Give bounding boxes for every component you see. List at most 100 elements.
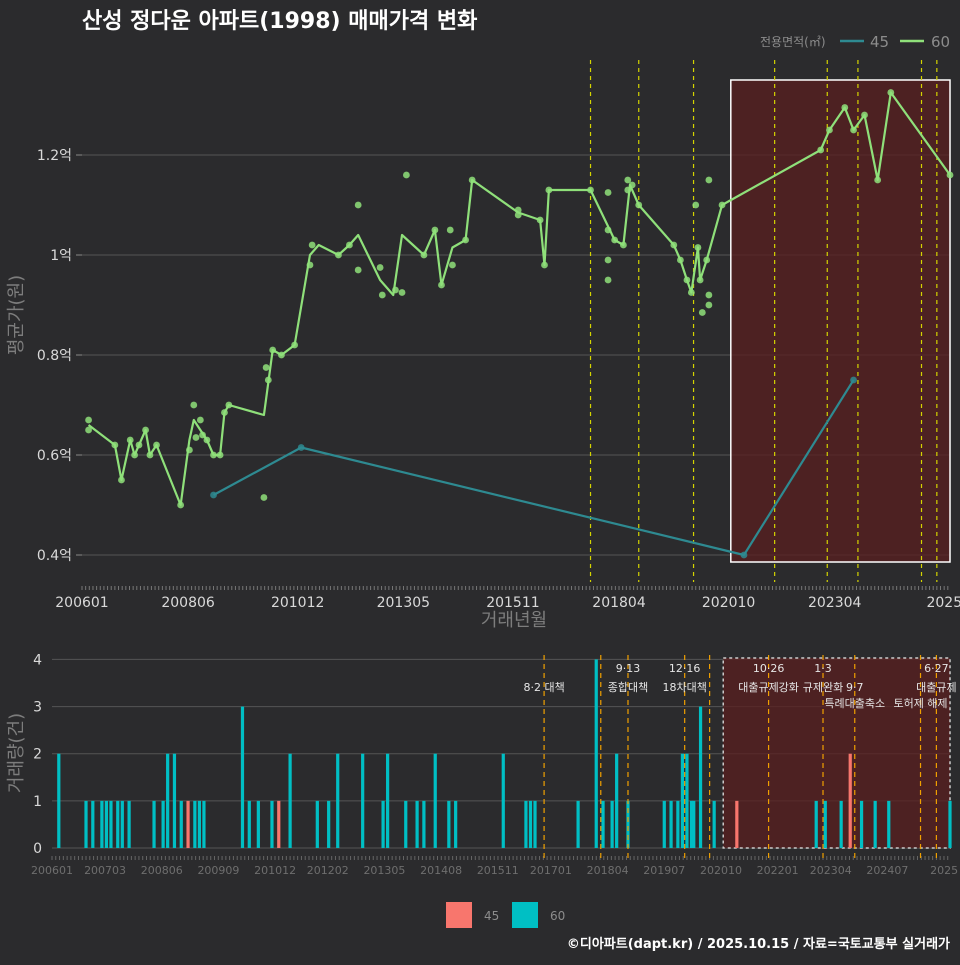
price-point-60 <box>541 261 548 269</box>
volume-bar-60 <box>256 800 260 848</box>
price-point-60 <box>196 416 204 424</box>
legend-45-label: 45 <box>870 33 889 51</box>
price-point-60 <box>861 111 868 119</box>
volume-bar-45 <box>277 800 281 848</box>
volume-x-tick-label: 202304 <box>810 864 852 877</box>
volume-bar-60 <box>447 800 451 848</box>
price-point-60 <box>705 291 713 299</box>
volume-event-annotation: 10·26 <box>753 662 785 675</box>
price-point-60 <box>468 176 476 184</box>
price-point-60 <box>376 264 384 271</box>
price-point-60 <box>291 341 299 349</box>
volume-event-annotation: 6·27 <box>924 662 949 675</box>
price-point-60 <box>874 176 882 184</box>
volume-bar-60 <box>288 753 292 848</box>
price-point-60 <box>210 451 217 459</box>
volume-x-tick-label: 200806 <box>141 864 183 877</box>
price-point-60 <box>142 426 149 434</box>
volume-event-annotation: 18차대책 <box>663 681 707 694</box>
volume-y-tick-label: 3 <box>33 700 42 716</box>
price-point-60 <box>620 241 627 249</box>
volume-bar-60 <box>454 800 458 848</box>
volume-x-tick-label: 2025 <box>930 864 958 877</box>
volume-bar-60 <box>887 800 891 848</box>
price-point-60 <box>514 206 522 214</box>
price-point-60 <box>705 301 713 309</box>
volume-bar-45 <box>735 800 739 848</box>
price-point-60 <box>177 501 185 509</box>
volume-chart: 0 1 2 3 4 200601 200703 200806 200909 201012 20120… <box>31 652 958 877</box>
footer-credit: ©디아파트(dapt.kr) / 2025.10.15 / 자료=국토교통부 실… <box>567 936 950 952</box>
price-point-45 <box>850 376 857 384</box>
price-point-60 <box>887 89 895 96</box>
volume-bar-60 <box>381 800 385 848</box>
price-point-60 <box>225 401 233 409</box>
price-point-60 <box>111 441 119 449</box>
price-x-tick-label: 201511 <box>486 595 539 611</box>
price-point-60 <box>262 364 270 371</box>
price-point-60 <box>420 251 428 259</box>
volume-y-tick-label: 2 <box>33 747 42 763</box>
price-y-axis-title: 평균가(원) <box>6 275 27 355</box>
volume-bar-60 <box>814 800 818 848</box>
price-point-60 <box>85 416 92 424</box>
volume-bar-60 <box>127 800 131 848</box>
price-chart: 0.4억 0.6억 0.8억 1억 1.2억 200601 200806 201012 2013… <box>37 60 960 611</box>
price-point-60 <box>335 251 342 259</box>
price-point-60 <box>260 494 268 501</box>
volume-bar-60 <box>120 800 124 848</box>
price-point-60 <box>604 226 612 234</box>
price-point-60 <box>306 261 314 269</box>
chart-title: 산성 정다운 아파트(1998) 매매가격 변화 <box>82 9 477 34</box>
price-point-60 <box>604 256 612 264</box>
price-point-60 <box>438 281 445 289</box>
volume-bar-60 <box>100 800 104 848</box>
price-legend: 전용면적(㎡) 45 60 <box>760 33 950 51</box>
price-series-45-line <box>212 379 855 557</box>
price-point-60 <box>628 181 636 189</box>
price-x-tick-label: 201305 <box>377 595 430 611</box>
volume-highlight-box <box>722 657 951 849</box>
volume-bar-45 <box>186 800 190 848</box>
volume-bar-60 <box>422 800 426 848</box>
price-x-tick-label: 2025 <box>926 595 960 611</box>
price-x-tick-label: 202304 <box>808 595 862 611</box>
volume-bar-60 <box>662 800 666 848</box>
volume-bar-60 <box>823 800 827 848</box>
volume-bar-60 <box>202 800 206 848</box>
volume-x-tick-label: 201804 <box>587 864 629 877</box>
price-point-60 <box>698 309 706 316</box>
price-point-60 <box>126 436 134 444</box>
volume-y-tick-label: 0 <box>33 841 42 857</box>
volume-event-annotation: 1·3 <box>814 662 832 675</box>
price-point-60 <box>153 441 160 449</box>
price-point-60 <box>826 126 833 134</box>
volume-event-annotation: 종합대책 <box>608 681 648 694</box>
price-point-60 <box>346 241 353 249</box>
price-x-axis-title: 거래년월 <box>481 610 547 631</box>
price-point-60 <box>683 276 691 284</box>
volume-legend-60-label: 60 <box>550 909 565 923</box>
volume-bar-60 <box>415 800 419 848</box>
price-point-60 <box>850 126 857 134</box>
price-x-tick-label: 202010 <box>702 595 755 611</box>
price-point-60 <box>676 256 684 264</box>
volume-bar-60 <box>327 800 331 848</box>
price-point-60 <box>946 171 954 179</box>
volume-bar-60 <box>104 800 109 848</box>
price-point-60 <box>449 261 456 269</box>
price-point-60 <box>687 289 695 296</box>
volume-bar-60 <box>576 800 580 848</box>
volume-bar-45 <box>848 753 852 848</box>
volume-bar-60 <box>247 800 251 848</box>
price-point-60 <box>398 289 406 296</box>
volume-bar-60 <box>689 800 694 848</box>
volume-bar-60 <box>610 800 614 848</box>
volume-x-tick-label: 201012 <box>254 864 296 877</box>
volume-legend-60-swatch <box>512 902 538 928</box>
price-y-tick-label: 0.8억 <box>37 348 72 364</box>
price-point-60 <box>199 431 206 439</box>
legend-60-label: 60 <box>931 33 950 51</box>
